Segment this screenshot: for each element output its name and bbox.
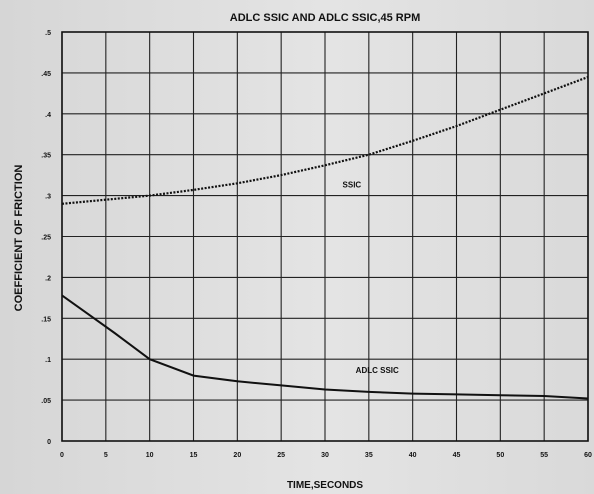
annotations: SSIC ADLC SSIC	[343, 180, 399, 375]
y-tick-labels: 0 .05 .1 .15 .2 .25 .3 .35 .4 .45 .5	[41, 30, 51, 446]
annotation-label: ADLC SSIC	[356, 366, 399, 375]
y-tick-label: .35	[41, 153, 51, 160]
y-tick-label: .3	[45, 194, 51, 201]
x-tick-label: 5	[104, 452, 108, 459]
y-axis-label: COEFFICIENT OF FRICTION	[13, 165, 25, 312]
x-tick-label: 35	[365, 452, 373, 459]
y-tick-label: .15	[41, 316, 51, 323]
x-tick-label: 10	[146, 452, 154, 459]
y-tick-label: .25	[41, 235, 51, 242]
chart-title: ADLC SSIC AND ADLC SSIC,45 RPM	[230, 12, 420, 24]
plot-frame	[61, 31, 589, 442]
x-tick-label: 45	[453, 452, 461, 459]
y-tick-label: .2	[45, 275, 51, 282]
series-line-adlc-ssic	[61, 294, 589, 400]
y-tick-label: .4	[45, 112, 51, 119]
x-axis-label: TIME,SECONDS	[287, 480, 363, 491]
y-tick-label: .45	[41, 71, 51, 78]
y-tick-label: 0	[47, 439, 51, 446]
annotation-label: SSIC	[343, 180, 362, 189]
x-tick-label: 20	[233, 452, 241, 459]
x-tick-label: 15	[190, 452, 198, 459]
y-tick-label: .05	[41, 398, 51, 405]
x-tick-label: 40	[409, 452, 417, 459]
series-line-ssic	[61, 75, 589, 205]
grid	[61, 31, 589, 442]
series-lines	[61, 75, 589, 400]
y-tick-label: .1	[45, 357, 51, 364]
x-tick-label: 55	[540, 452, 548, 459]
x-tick-label: 50	[496, 452, 504, 459]
x-tick-label: 30	[321, 452, 329, 459]
x-tick-label: 0	[60, 452, 64, 459]
x-tick-labels: 0 5 10 15 20 25 30 35 40 45 50 55 60	[60, 452, 592, 459]
x-tick-label: 60	[584, 452, 592, 459]
x-tick-label: 25	[277, 452, 285, 459]
y-tick-label: .5	[45, 30, 51, 37]
